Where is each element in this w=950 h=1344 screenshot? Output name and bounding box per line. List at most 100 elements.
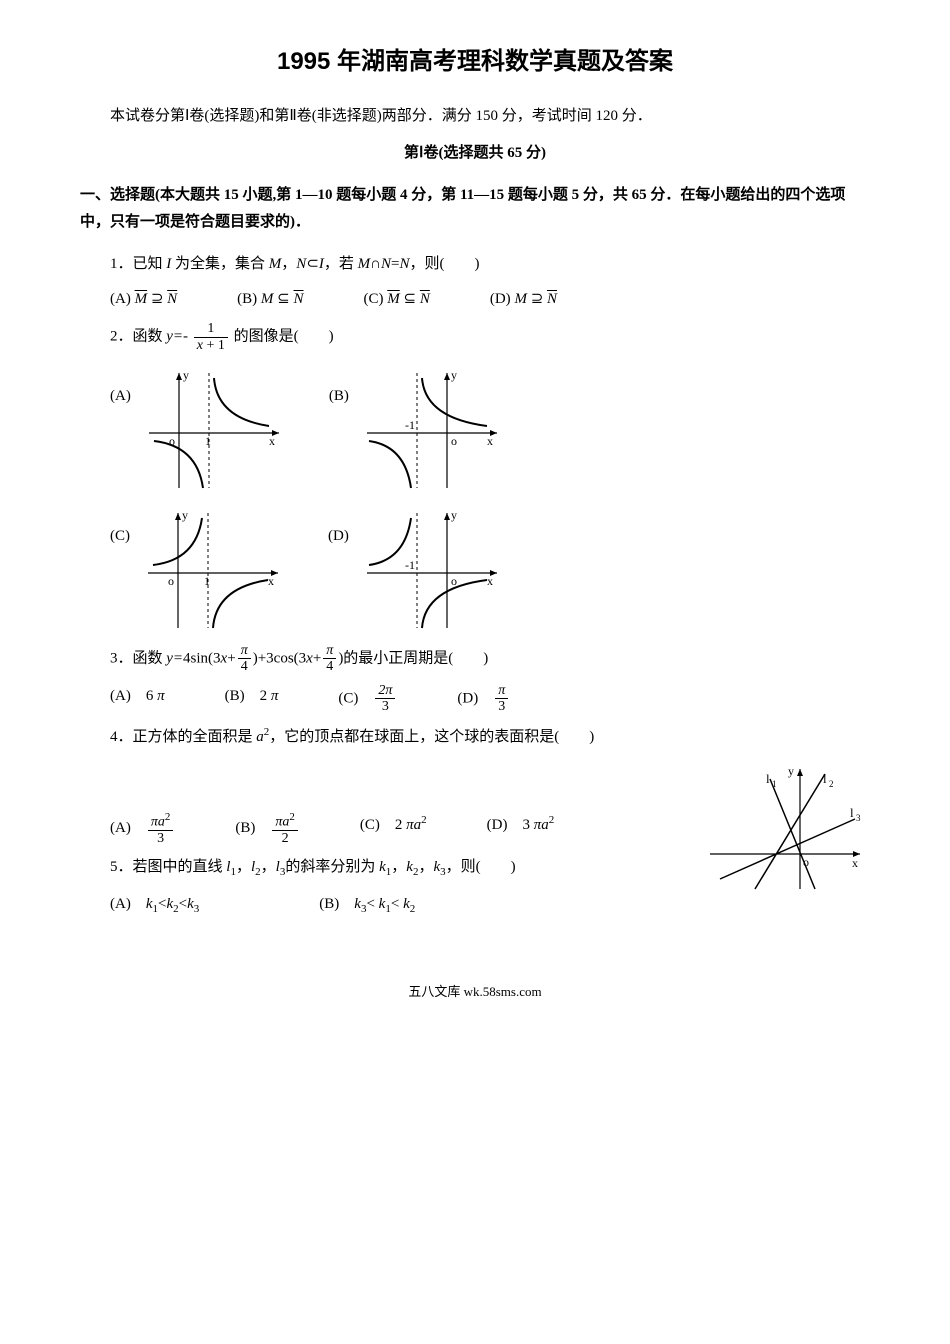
q5b-s2: 2 <box>410 903 416 915</box>
q1a-rel: ⊇ <box>151 291 164 307</box>
question-2: 2．函数 y=- 1x + 1 的图像是( ) <box>110 321 870 353</box>
q2-graph-a: o 1 x y <box>139 363 289 493</box>
q3-yeq: y= <box>166 650 183 666</box>
q4-pre: 4．正方体的全面积是 <box>110 729 256 745</box>
q5-opt-a: (A) k1<k2<k3 <box>110 891 199 920</box>
q1-M: M <box>269 256 282 272</box>
svg-text:x: x <box>852 856 858 870</box>
q3-x2: x <box>306 650 313 666</box>
q4a-pia: πa <box>151 814 165 829</box>
q1c-m: M <box>387 291 400 307</box>
svg-text:y: y <box>182 508 188 522</box>
q5-pre: 5．若图中的直线 <box>110 859 226 875</box>
q1-N3: N <box>399 256 409 272</box>
svg-text:1: 1 <box>772 779 777 789</box>
q1-opt-b: (B) M ⊆ N <box>237 286 303 313</box>
q1-opt-d: (D) M ⊇ N <box>490 286 557 313</box>
q1b-n: N <box>294 291 304 307</box>
q2-den: x + 1 <box>194 338 228 353</box>
q1c-rel: ⊆ <box>404 291 417 307</box>
q4a-t: (A) <box>110 820 146 836</box>
q4-options: (A) πa23 (B) πa22 (C) 2 πa2 (D) 3 πa2 <box>110 811 680 846</box>
q2-graphs-row1: (A) o 1 x y (B) <box>110 363 870 493</box>
q5-c4: ， <box>418 859 433 875</box>
question-4: 4．正方体的全面积是 a2，它的顶点都在球面上，这个球的表面积是( ) <box>110 723 870 751</box>
q4-post: ，它的顶点都在球面上，这个球的表面积是( ) <box>269 729 594 745</box>
q1d-m: M <box>514 291 527 307</box>
q1c-label: (C) <box>364 291 388 307</box>
q3-p1: 4sin(3 <box>183 650 221 666</box>
question-3: 3．函数 y=4sin(3x+π4)+3cos(3x+π4)的最小正周期是( ) <box>110 643 870 675</box>
q5-lines-diagram: o x y l1 l2 l3 <box>700 759 870 899</box>
svg-text:-1: -1 <box>405 418 415 432</box>
q5a-lt2: < <box>179 896 187 912</box>
q4c-t: (C) 2 <box>360 817 406 833</box>
q2-label-a: (A) <box>110 363 131 410</box>
q4a-frac: πa23 <box>148 811 174 846</box>
q4c-sq: 2 <box>421 814 427 826</box>
q5-c1: ， <box>236 859 251 875</box>
q3-post: )的最小正周期是( ) <box>338 650 488 666</box>
q3b-t: (B) 2 <box>225 688 271 704</box>
svg-text:1: 1 <box>205 434 211 448</box>
svg-text:l: l <box>850 805 854 820</box>
q4a-num: πa2 <box>148 811 174 831</box>
q4-opt-b: (B) πa22 <box>235 811 300 846</box>
q2-label-d: (D) <box>328 503 349 550</box>
q1d-label: (D) <box>490 291 515 307</box>
q1-M2: M <box>358 256 371 272</box>
q1-N: N <box>296 256 306 272</box>
q3-frac2: π4 <box>323 643 336 675</box>
q4d-sq: 2 <box>549 814 555 826</box>
q5-opt-b: (B) k3< k1< k2 <box>319 891 415 920</box>
q3d-t: (D) <box>457 690 493 706</box>
q3-plus1: + <box>227 650 235 666</box>
q4-opt-d: (D) 3 πa2 <box>487 811 555 846</box>
q2-minus: - <box>183 329 192 345</box>
intro-text: 本试卷分第Ⅰ卷(选择题)和第Ⅱ卷(非选择题)两部分．满分 150 分，考试时间 … <box>80 103 870 130</box>
q1b-label: (B) <box>237 291 261 307</box>
q2-graph-b-cell: (B) o -1 x y <box>329 363 507 493</box>
q3-four1: 4 <box>238 659 251 674</box>
svg-text:1: 1 <box>204 574 210 588</box>
svg-text:o: o <box>168 574 174 588</box>
q3c-2pi: 2π <box>378 683 392 698</box>
q2-frac: 1x + 1 <box>194 321 228 353</box>
q3-four2: 4 <box>323 659 336 674</box>
svg-text:3: 3 <box>856 813 861 823</box>
q5-options-row: (A) k1<k2<k3 (B) k3< k1< k2 <box>110 891 680 920</box>
q4-a: a <box>256 729 264 745</box>
q3c-den: 3 <box>375 699 395 714</box>
q3d-den: 3 <box>495 699 508 714</box>
svg-text:o: o <box>451 434 457 448</box>
q2-graph-d-cell: (D) o -1 x y <box>328 503 507 633</box>
q5b-lt1: < <box>366 896 374 912</box>
section-1-instructions: 一、选择题(本大题共 15 小题,第 1—10 题每小题 4 分，第 11—15… <box>80 182 870 236</box>
q1-mid2: ， <box>281 256 296 272</box>
q1d-rel: ⊇ <box>531 291 544 307</box>
q4c-a: a <box>414 817 422 833</box>
q4c-pi: π <box>406 817 414 833</box>
q4-opt-c: (C) 2 πa2 <box>360 811 427 846</box>
q1-options: (A) M ⊇ N (B) M ⊆ N (C) M ⊆ N (D) M ⊇ N <box>110 286 870 313</box>
q2-post: 的图像是( ) <box>230 329 334 345</box>
q4a-den: 3 <box>148 831 174 846</box>
q5b-lt2: < <box>391 896 399 912</box>
q1b-m: M <box>261 291 274 307</box>
page-footer: 五八文库 wk.58sms.com <box>80 980 870 1003</box>
q3-mid: )+3cos(3 <box>253 650 306 666</box>
q2-label-c: (C) <box>110 503 130 550</box>
q1-N2: N <box>381 256 391 272</box>
q5-c3: ， <box>391 859 406 875</box>
q5a-k1: k <box>146 896 153 912</box>
svg-text:x: x <box>268 574 274 588</box>
q5-k2: k <box>406 859 413 875</box>
q4b-pia: πa <box>275 814 289 829</box>
q3-opt-c: (C) 2π3 <box>338 683 397 715</box>
svg-text:x: x <box>269 434 275 448</box>
svg-text:l: l <box>823 771 827 786</box>
q1-mid1: 为全集，集合 <box>171 256 269 272</box>
svg-text:-1: -1 <box>405 558 415 572</box>
svg-text:y: y <box>451 368 457 382</box>
q1-post: ，则( ) <box>410 256 480 272</box>
